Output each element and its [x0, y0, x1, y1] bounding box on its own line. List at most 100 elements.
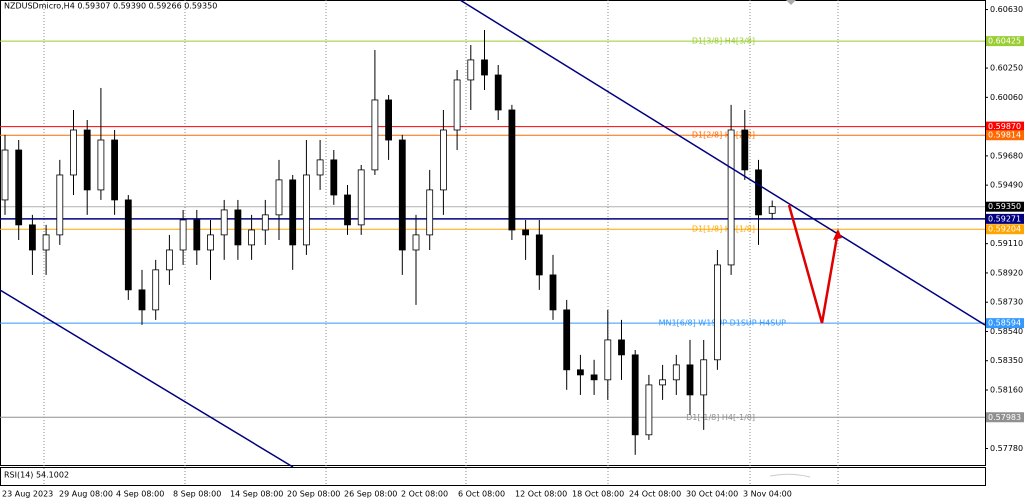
candle-body — [207, 234, 214, 251]
candle-body — [768, 206, 776, 214]
candle-body — [398, 139, 406, 251]
price-box-label: 0.59204 — [988, 225, 1021, 234]
candle-body — [371, 99, 379, 171]
candle-body — [261, 214, 269, 231]
candle-body — [563, 309, 571, 371]
trendline — [459, 0, 986, 326]
candle-body — [234, 209, 242, 246]
chart-title: NZDUSDmicro,H4 0.59307 0.59390 0.59266 0… — [4, 2, 217, 11]
price-box-label: 0.59870 — [988, 122, 1021, 131]
candle-body — [83, 129, 91, 191]
y-tick-label: 0.59490 — [990, 181, 1023, 190]
candle-body — [179, 219, 187, 251]
x-tick-label: 14 Sep 08:00 — [230, 490, 283, 499]
candle-body — [152, 269, 160, 311]
y-tick-label: 0.58160 — [990, 385, 1023, 394]
level-label: D1[-1/8] H4[-1/8] — [686, 413, 755, 422]
x-tick-label: 29 Aug 08:00 — [59, 490, 113, 499]
x-tick-label: 6 Oct 08:00 — [458, 490, 505, 499]
price-box — [986, 224, 1024, 235]
candle-body — [275, 179, 283, 216]
rsi-line — [769, 473, 811, 478]
candle-body — [56, 174, 64, 236]
price-box — [986, 318, 1024, 329]
y-tick-label: 0.58730 — [990, 298, 1023, 307]
indicator-label: RSI(14) 54.1002 — [4, 471, 69, 480]
candle-body — [686, 364, 694, 396]
x-tick-label: 12 Oct 08:00 — [515, 490, 567, 499]
candle-body — [124, 199, 132, 291]
candle-body — [453, 79, 461, 131]
candle-body — [535, 234, 543, 276]
candle-body — [97, 139, 105, 191]
price-box — [986, 121, 1024, 132]
candle-body — [289, 179, 297, 246]
price-box-label: 0.59350 — [988, 202, 1021, 211]
y-tick-label: 0.59680 — [990, 151, 1023, 160]
x-tick-label: 8 Sep 08:00 — [173, 490, 221, 499]
candle-body — [481, 59, 488, 76]
price-box-label: 0.58594 — [988, 319, 1021, 328]
candle-body — [357, 169, 365, 226]
plot-frame — [0, 0, 986, 466]
y-tick-label: 0.58920 — [990, 268, 1023, 277]
candle-body — [700, 359, 708, 396]
price-box — [986, 36, 1024, 47]
price-box-label: 0.60425 — [988, 37, 1021, 46]
candle-body — [15, 149, 23, 226]
candle-body — [1, 149, 9, 201]
candle-body — [645, 384, 653, 436]
candle-body — [316, 159, 324, 176]
x-tick-label: 4 Sep 08:00 — [116, 490, 164, 499]
arrow-head — [833, 229, 842, 240]
candle-body — [604, 339, 612, 381]
candle-body — [70, 129, 77, 176]
x-tick-label: 23 Aug 2023 — [2, 490, 53, 499]
candle-body — [344, 194, 351, 226]
forecast-arrow — [787, 204, 840, 324]
price-box — [986, 213, 1024, 224]
candle-body — [494, 74, 502, 111]
price-box-label: 0.59271 — [988, 214, 1021, 223]
x-tick-label: 30 Oct 04:00 — [686, 490, 738, 499]
y-tick-label: 0.58540 — [990, 327, 1023, 336]
level-label: D1[1/8] H4[1/8] — [692, 225, 755, 234]
candle-body — [577, 369, 584, 376]
trendline — [0, 289, 294, 468]
candle-body — [549, 274, 557, 311]
scroll-marker — [786, 0, 796, 5]
candle-body — [220, 209, 228, 236]
y-tick-label: 0.57780 — [990, 444, 1023, 453]
level-label: MN1[6/8] W1SUP D1SUP H4SUP — [659, 319, 787, 328]
rsi-frame — [0, 467, 986, 486]
candle-body — [138, 289, 146, 311]
level-label: D1[2/8] H4[2/8] — [692, 131, 755, 140]
y-tick-label: 0.60060 — [990, 93, 1023, 102]
levels: D1[3/8] H4[3/8] D1[2/8] H4[2/8] D1[1/8] H4… — [0, 37, 985, 422]
y-tick-label: 0.59110 — [990, 239, 1023, 248]
candle-body — [727, 129, 735, 266]
candle-body — [330, 159, 338, 196]
candle-body — [590, 374, 598, 381]
candles — [1, 30, 776, 455]
candle-body — [42, 234, 50, 251]
candle-body — [714, 264, 721, 361]
candle-body — [467, 59, 475, 81]
price-box — [986, 201, 1024, 212]
x-tick-label: 3 Nov 04:00 — [743, 490, 792, 499]
candle-body — [248, 229, 256, 246]
candle-body — [302, 174, 310, 246]
price-box — [986, 130, 1024, 141]
candle-body — [165, 249, 173, 271]
candle-body — [426, 189, 434, 236]
x-tick-label: 20 Sep 08:00 — [287, 490, 340, 499]
x-tick-label: 24 Oct 08:00 — [629, 490, 681, 499]
candle-body — [522, 229, 529, 236]
candle-body — [439, 129, 447, 191]
candle-body — [672, 364, 680, 381]
y-tick-label: 0.60250 — [990, 64, 1023, 73]
axis: 0.60630 0.60250 0.60060 0.59680 0.59490 0.591… — [2, 5, 1024, 499]
candle-body — [385, 99, 393, 141]
